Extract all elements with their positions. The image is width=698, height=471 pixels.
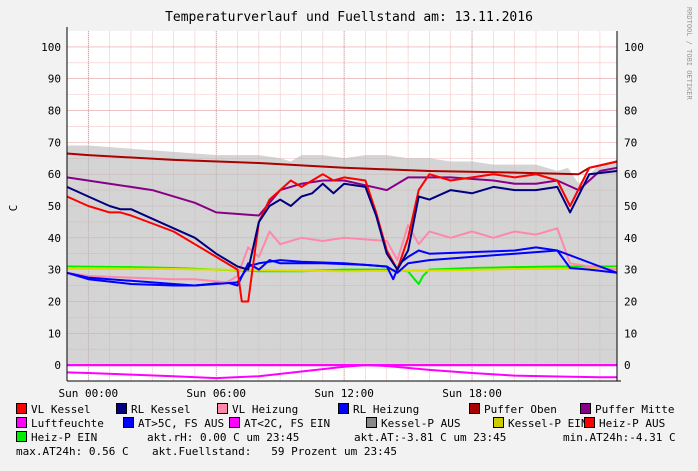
y-tick-label-left: 40 [48,232,61,245]
legend-item: Kessel-P AUS [366,417,460,431]
y-tick-label-left: 0 [54,359,61,372]
y-tick-label-right: 30 [624,264,637,277]
legend-label: VL Kessel [31,403,91,416]
y-tick-label-left: 10 [48,327,61,340]
legend-label: RL Heizung [353,403,420,416]
legend-item: VL Kessel [16,403,91,417]
legend-item: Kessel-P EIN [493,417,587,431]
legend-swatch [580,403,591,414]
legend-item: Heiz-P EIN [16,431,97,445]
legend-swatch [366,417,377,428]
legend-swatch [16,431,27,442]
y-tick-label-right: 80 [624,105,637,118]
series-line-vl-kessel [66,160,618,303]
series-layer [66,145,618,380]
info-akt-rh: akt.rH: 0.00 C um 23:45 [147,431,300,444]
legend-swatch [16,403,27,414]
series-line-vl-heizung [66,224,618,284]
y-tick-label-left: 80 [48,105,61,118]
legend-item: VL Heizung [217,403,298,417]
legend-label: Kessel-P EIN [508,417,588,430]
y-tick-label-right: 60 [624,168,637,181]
series-line-kessel-p-ein [66,267,618,273]
legend-swatch [123,417,134,428]
axes: 0 0 10 10 20 20 30 30 40 40 50 50 60 60 70 70 80 80 90 90 10… [41,27,644,400]
y-tick-label-right: 20 [624,295,637,308]
y-tick-label-left: 50 [48,200,61,213]
legend-swatch [217,403,228,414]
y-tick-label-right: 40 [624,232,637,245]
info-max-at: max.AT24h: 0.56 C [16,445,129,458]
y-tick-label-left: 30 [48,264,61,277]
legend-swatch [116,403,127,414]
y-tick-label-right: 90 [624,73,637,86]
legend-swatch [584,417,595,428]
legend-label: Heiz-P EIN [31,431,98,444]
temperature-chart: Temperaturverlauf und Fuellstand am: 13.… [7,7,693,400]
legend-label: Puffer Mitte [595,403,675,416]
y-axis-label: C [7,205,20,212]
y-tick-label-left: 70 [48,136,61,149]
x-tick-label: Sun 06:00 [186,387,246,400]
legend-item: RL Kessel [116,403,191,417]
y-tick-label-right: 100 [624,41,644,54]
chart-title: Temperaturverlauf und Fuellstand am: 13.… [165,10,533,25]
y-tick-label-left: 20 [48,295,61,308]
legend-label: AT>5C, FS AUS [138,417,225,430]
y-tick-label-right: 70 [624,136,637,149]
y-tick-label-right: 10 [624,327,637,340]
legend-item: Puffer Mitte [580,403,674,417]
info-min-at: min.AT24h:-4.31 C [563,431,676,444]
legend-item: Heiz-P AUS [584,417,665,431]
legend-label: Kessel-P AUS [381,417,461,430]
series-area-shade [67,145,617,366]
legend-swatch [338,403,349,414]
legend-label: Puffer Oben [484,403,557,416]
series-area-kessel-p-aus [67,145,617,366]
legend-item: AT<2C, FS EIN [229,417,330,431]
y-tick-label-left: 90 [48,73,61,86]
legend-swatch [229,417,240,428]
legend-swatch [16,417,27,428]
legend-item: AT>5C, FS AUS [123,417,224,431]
legend-swatch [469,403,480,414]
series-line-puffer-oben [66,152,618,176]
info-fuellstand: akt.Fuellstand: 59 Prozent um 23:45 [152,445,398,458]
legend-label: VL Heizung [232,403,299,416]
x-tick-label: Sun 12:00 [314,387,374,400]
y-tick-label-left: 60 [48,168,61,181]
legend-item: Puffer Oben [469,403,557,417]
series-line-rl-kessel [66,170,618,271]
info-akt-at: akt.AT:-3.81 C um 23:45 [354,431,507,444]
y-tick-label-left: 100 [41,41,61,54]
legend-label: Heiz-P AUS [599,417,666,430]
legend-label: AT<2C, FS EIN [244,417,331,430]
legend-label: Luftfeuchte [31,417,104,430]
legend-item: RL Heizung [338,403,419,417]
legend-item: Luftfeuchte [16,417,104,431]
x-tick-label: Sun 18:00 [442,387,502,400]
y-tick-label-right: 50 [624,200,637,213]
legend-swatch [493,417,504,428]
legend-label: RL Kessel [131,403,191,416]
rrdtool-watermark: RRDTOOL / TOBI OETIKER [685,7,693,101]
series-line-puffer-mitte [66,166,618,217]
y-tick-label-right: 0 [624,359,631,372]
x-tick-label: Sun 00:00 [59,387,119,400]
series-line-rl-heizung [66,249,618,287]
